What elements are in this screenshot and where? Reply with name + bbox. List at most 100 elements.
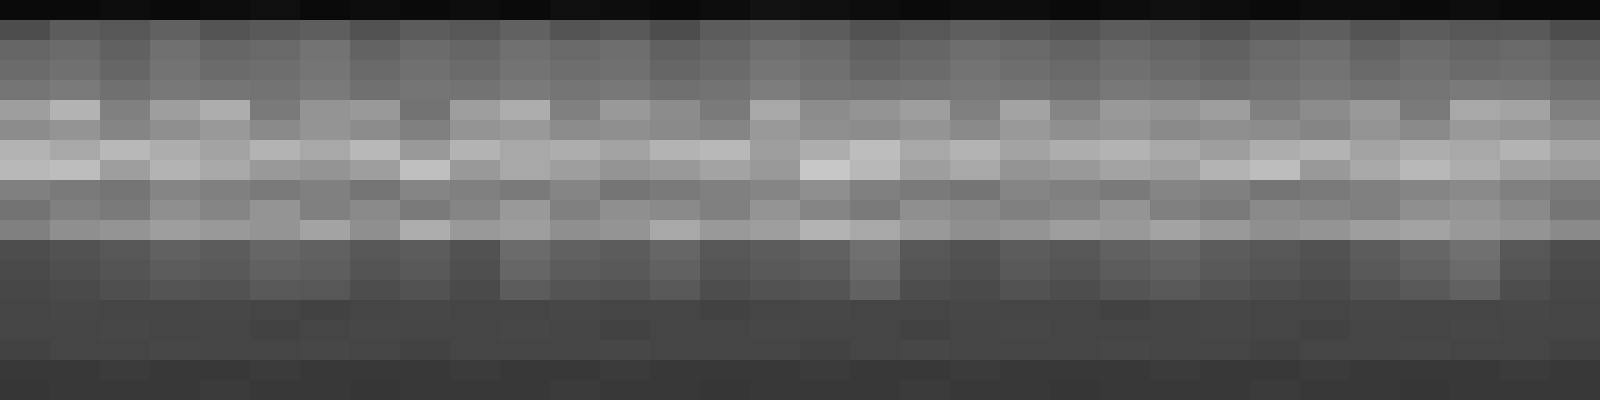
- cell: [450, 340, 501, 361]
- cell: [100, 160, 151, 181]
- cell: [200, 0, 251, 21]
- cell: [950, 260, 1001, 281]
- cell: [650, 340, 701, 361]
- cell: [150, 120, 201, 141]
- cell: [700, 80, 751, 101]
- cell: [0, 300, 51, 321]
- cell: [700, 100, 751, 121]
- cell: [1050, 80, 1101, 101]
- cell: [700, 240, 751, 261]
- cell: [1450, 200, 1501, 221]
- cell: [1200, 280, 1251, 301]
- cell: [250, 80, 301, 101]
- cell: [1300, 220, 1351, 241]
- cell: [100, 220, 151, 241]
- cell: [0, 60, 51, 81]
- cell: [350, 20, 401, 41]
- cell: [200, 340, 251, 361]
- cell: [1100, 20, 1151, 41]
- cell: [1500, 60, 1551, 81]
- cell: [800, 140, 851, 161]
- cell: [850, 200, 901, 221]
- cell: [200, 200, 251, 221]
- cell: [400, 60, 451, 81]
- cell: [500, 40, 551, 61]
- cell: [950, 120, 1001, 141]
- cell: [700, 200, 751, 221]
- cell: [300, 340, 351, 361]
- cell: [350, 300, 401, 321]
- cell: [150, 280, 201, 301]
- cell: [550, 60, 601, 81]
- cell: [1000, 140, 1051, 161]
- cell: [900, 240, 951, 261]
- cell: [400, 0, 451, 21]
- cell: [350, 360, 401, 381]
- cell: [1350, 180, 1401, 201]
- cell: [50, 60, 101, 81]
- cell: [1500, 40, 1551, 61]
- cell: [50, 120, 101, 141]
- cell: [700, 320, 751, 341]
- cell: [600, 360, 651, 381]
- cell: [1000, 20, 1051, 41]
- cell: [450, 300, 501, 321]
- cell: [1500, 340, 1551, 361]
- cell: [1250, 180, 1301, 201]
- cell: [850, 280, 901, 301]
- cell: [650, 320, 701, 341]
- cell: [1100, 140, 1151, 161]
- cell: [1350, 140, 1401, 161]
- cell: [1100, 200, 1151, 221]
- cell: [1150, 20, 1201, 41]
- cell: [450, 80, 501, 101]
- cell: [150, 220, 201, 241]
- cell: [650, 360, 701, 381]
- cell: [50, 260, 101, 281]
- cell: [1250, 120, 1301, 141]
- cell: [550, 140, 601, 161]
- cell: [500, 80, 551, 101]
- cell: [200, 80, 251, 101]
- cell: [1450, 260, 1501, 281]
- cell: [1550, 160, 1600, 181]
- cell: [150, 380, 201, 400]
- cell: [600, 160, 651, 181]
- cell: [750, 340, 801, 361]
- cell: [1100, 240, 1151, 261]
- cell: [1300, 200, 1351, 221]
- cell: [550, 120, 601, 141]
- cell: [1300, 340, 1351, 361]
- cell: [1400, 180, 1451, 201]
- cell: [50, 300, 101, 321]
- cell: [300, 140, 351, 161]
- cell: [1150, 0, 1201, 21]
- cell: [600, 260, 651, 281]
- cell: [450, 100, 501, 121]
- cell: [600, 280, 651, 301]
- cell: [1350, 60, 1401, 81]
- cell: [650, 220, 701, 241]
- cell: [250, 360, 301, 381]
- cell: [850, 300, 901, 321]
- cell: [1400, 0, 1451, 21]
- cell: [850, 140, 901, 161]
- cell: [950, 80, 1001, 101]
- cell: [100, 100, 151, 121]
- cell: [1450, 80, 1501, 101]
- cell: [800, 100, 851, 121]
- cell: [1400, 140, 1451, 161]
- cell: [1200, 240, 1251, 261]
- cell: [850, 180, 901, 201]
- cell: [1250, 240, 1301, 261]
- cell: [450, 160, 501, 181]
- cell: [800, 320, 851, 341]
- cell: [1350, 380, 1401, 400]
- cell: [650, 40, 701, 61]
- cell: [100, 40, 151, 61]
- cell: [550, 380, 601, 400]
- cell: [150, 240, 201, 261]
- cell: [600, 20, 651, 41]
- cell: [1000, 0, 1051, 21]
- cell: [300, 160, 351, 181]
